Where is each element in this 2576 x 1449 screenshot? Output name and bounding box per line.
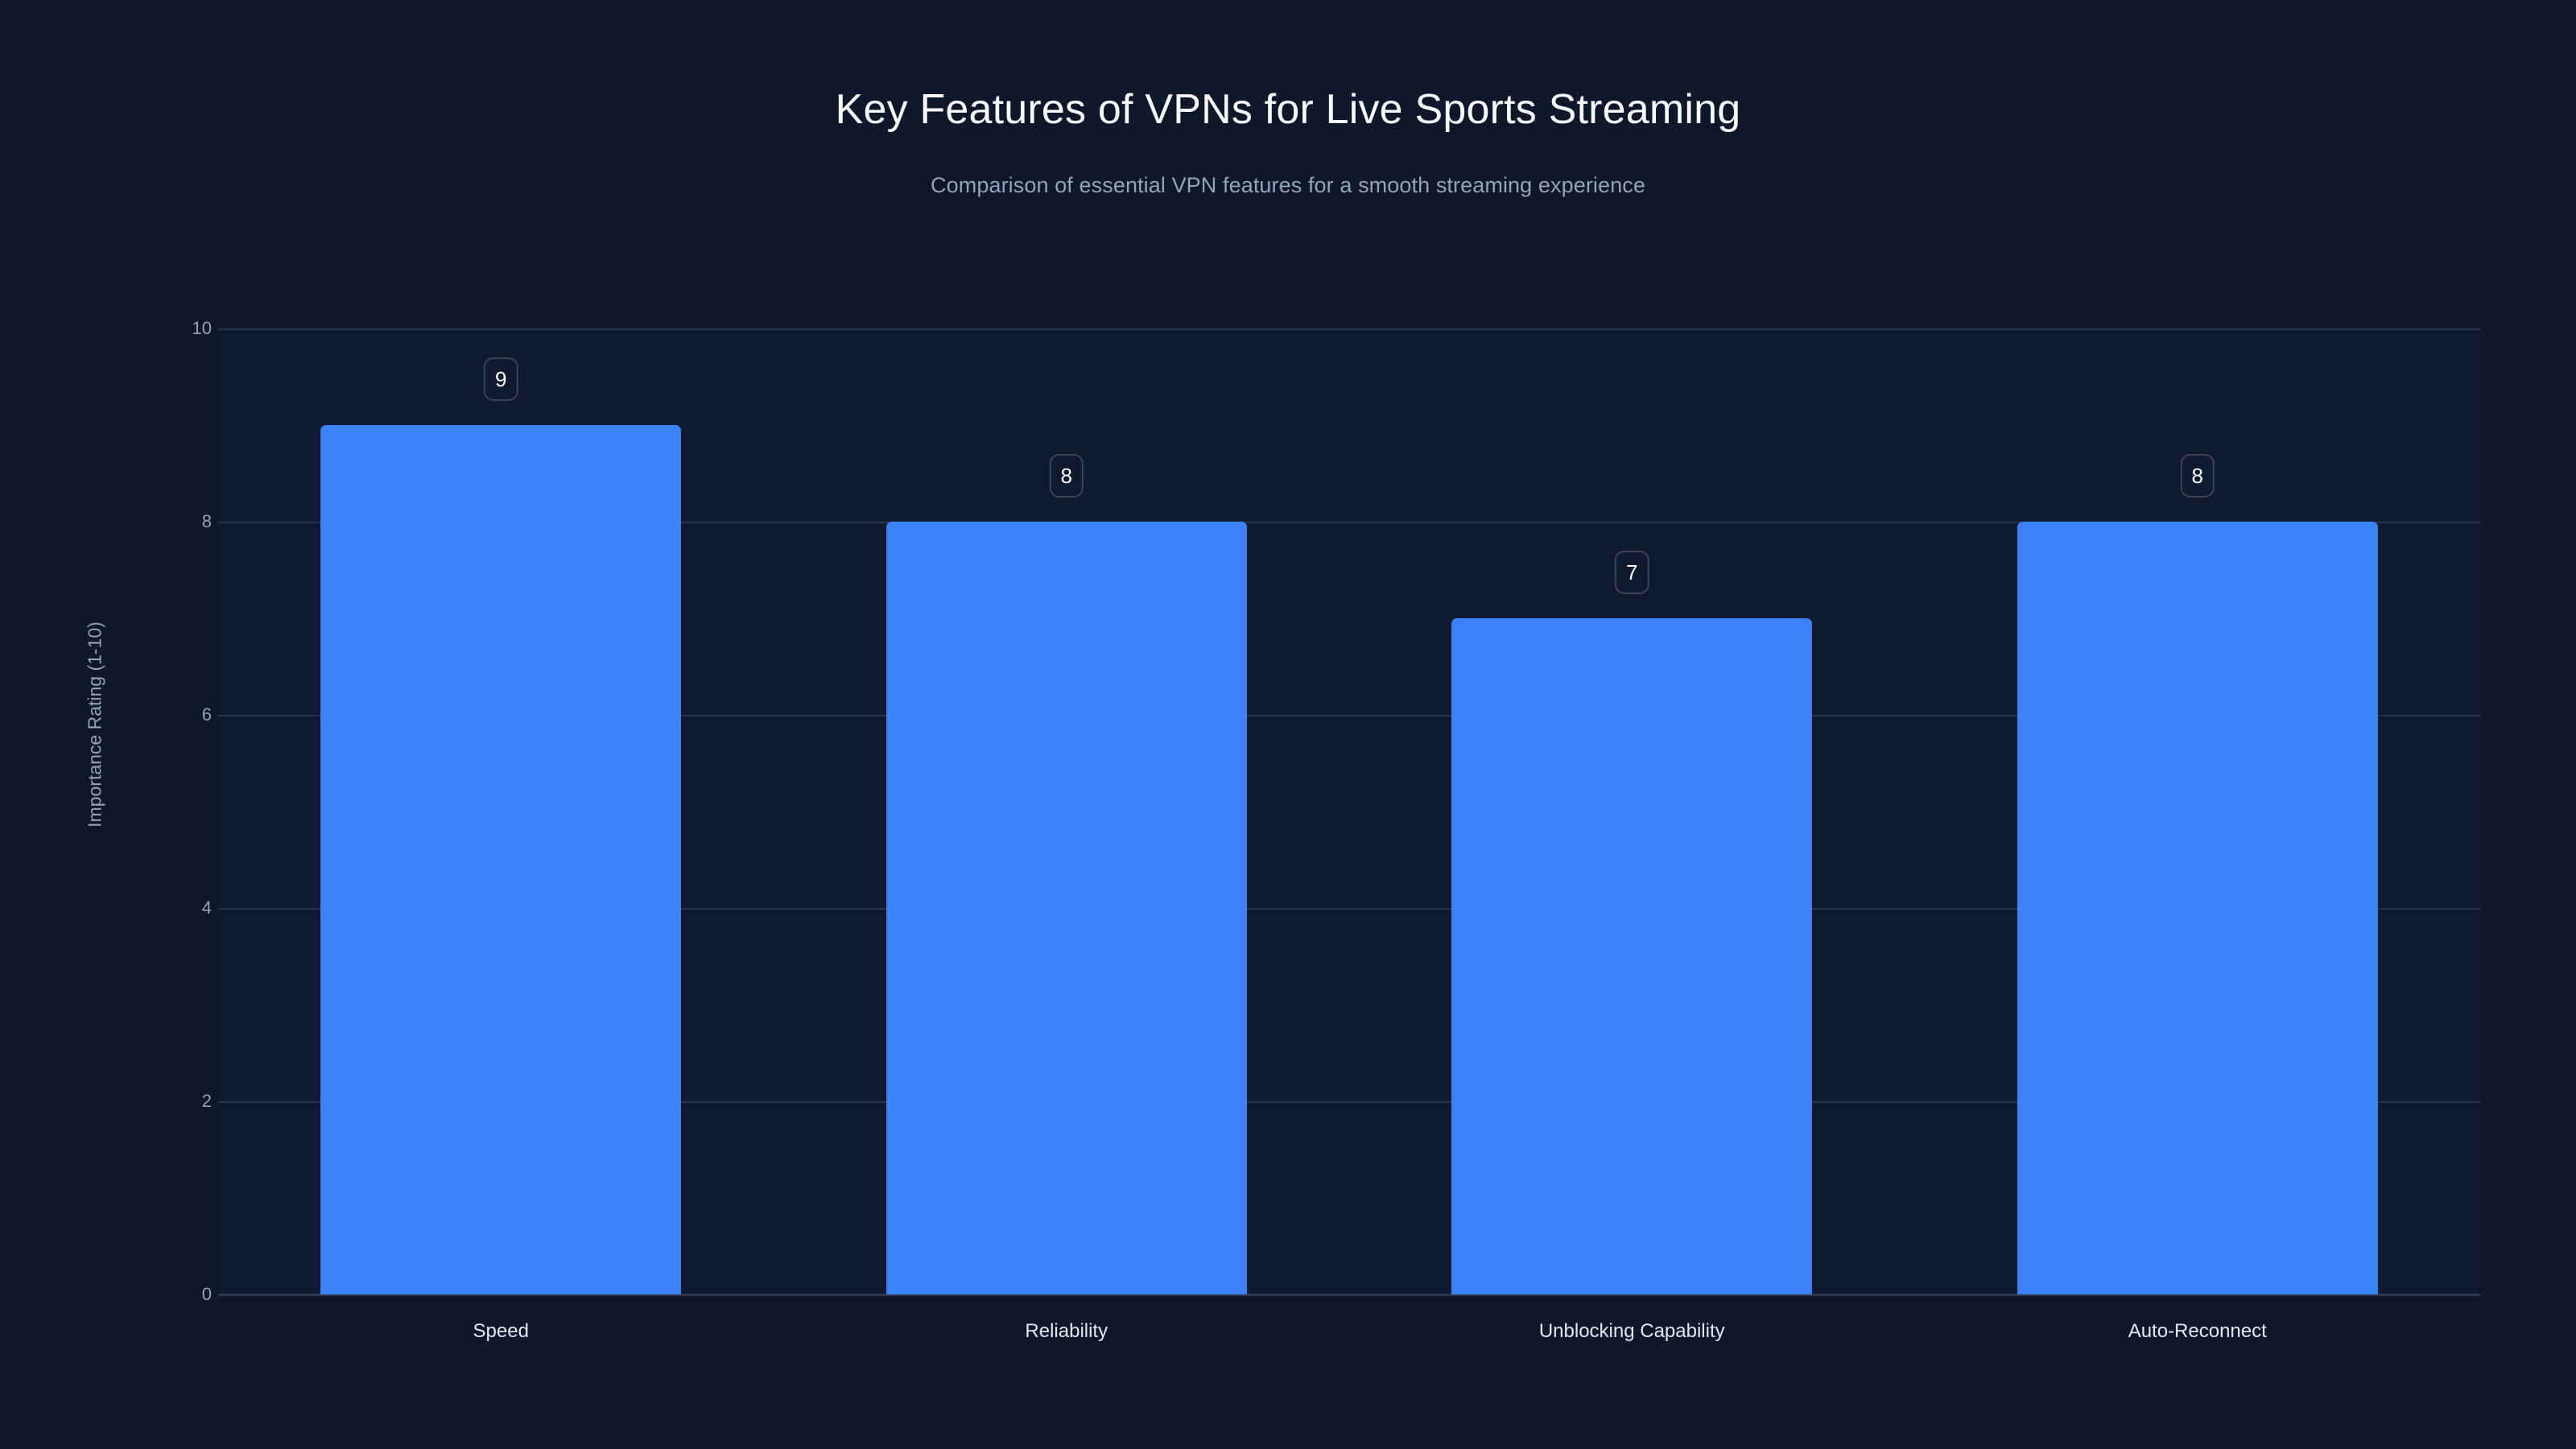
bar-value-badge: 8 (2180, 454, 2215, 497)
x-axis-category-label: Unblocking Capability (1538, 1320, 1725, 1342)
y-tick-label: 2 (201, 1091, 212, 1111)
bar-group[interactable]: 8 (2017, 328, 2378, 1294)
bars-layer: 9 8 7 8 (218, 328, 2480, 1294)
y-tick-label: 0 (201, 1284, 212, 1304)
bar-group[interactable]: 7 (1451, 328, 1813, 1294)
chart-title: Key Features of VPNs for Live Sports Str… (835, 86, 1741, 133)
bar[interactable] (886, 522, 1247, 1294)
y-axis-ticks: 0 2 4 6 8 10 (170, 318, 212, 1304)
chart-header: Key Features of VPNs for Live Sports Str… (0, 0, 2576, 198)
bar-value-badge: 7 (1615, 551, 1649, 594)
chart-subtitle: Comparison of essential VPN features for… (931, 173, 1645, 198)
y-tick-label: 4 (201, 898, 212, 918)
y-axis-title: Importance Rating (1-10) (84, 621, 105, 828)
x-axis-line (218, 1294, 2480, 1296)
bar[interactable] (2017, 522, 2378, 1294)
y-tick-label: 6 (201, 704, 212, 724)
bar[interactable] (320, 425, 682, 1294)
bar[interactable] (1451, 618, 1813, 1294)
bar-group[interactable]: 9 (320, 328, 682, 1294)
x-axis-category-label: Auto-Reconnect (2128, 1320, 2267, 1342)
x-axis-category-label: Speed (473, 1320, 529, 1342)
bar-value-badge: 9 (484, 357, 518, 401)
x-axis-category-label: Reliability (1025, 1320, 1108, 1342)
x-axis-labels: Speed Reliability Unblocking Capability Aut… (218, 1320, 2480, 1352)
bar-value-badge: 8 (1049, 454, 1084, 497)
y-tick-label: 10 (192, 318, 212, 338)
y-tick-label: 8 (201, 511, 212, 531)
plot-area: 0 2 4 6 8 10 9 8 7 8 (192, 318, 2480, 1304)
bar-group[interactable]: 8 (886, 328, 1247, 1294)
